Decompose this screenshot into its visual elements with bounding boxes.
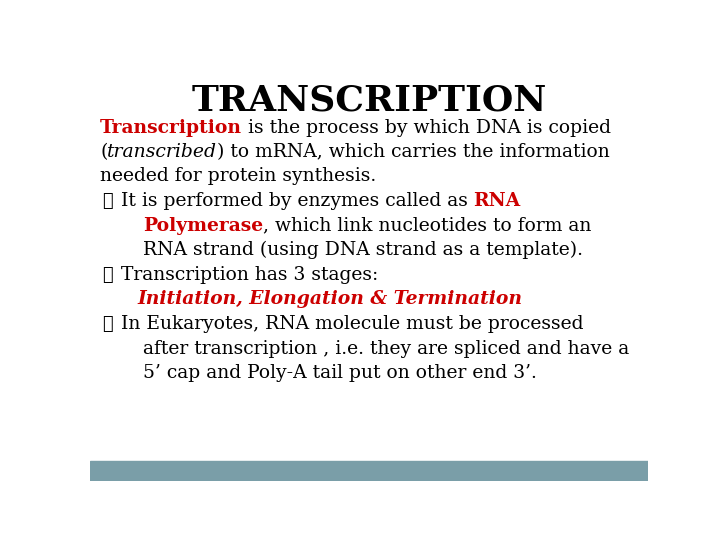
- Bar: [90, 461, 648, 481]
- Text: Polymerase: Polymerase: [143, 217, 263, 234]
- Text: 5’ cap and Poly-A tail put on other end 3’.: 5’ cap and Poly-A tail put on other end …: [143, 363, 537, 382]
- Text: ➢: ➢: [102, 315, 113, 333]
- Text: ➢: ➢: [102, 266, 113, 284]
- Text: Initiation, Elongation & Termination: Initiation, Elongation & Termination: [138, 290, 523, 308]
- Text: RNA strand (using DNA strand as a template).: RNA strand (using DNA strand as a templa…: [143, 241, 583, 259]
- Text: needed for protein synthesis.: needed for protein synthesis.: [100, 167, 377, 185]
- Text: ➢: ➢: [102, 192, 113, 211]
- Text: Transcription has 3 stages:: Transcription has 3 stages:: [121, 266, 378, 284]
- Text: (: (: [100, 143, 107, 161]
- Text: RNA: RNA: [474, 192, 521, 211]
- Text: It is performed by enzymes called as: It is performed by enzymes called as: [121, 192, 474, 211]
- Text: transcribed: transcribed: [107, 143, 217, 161]
- Text: ) to mRNA, which carries the information: ) to mRNA, which carries the information: [217, 143, 610, 161]
- Text: TRANSCRIPTION: TRANSCRIPTION: [192, 84, 546, 118]
- Text: , which link nucleotides to form an: , which link nucleotides to form an: [263, 217, 592, 234]
- Text: Transcription: Transcription: [100, 119, 242, 137]
- Text: after transcription , i.e. they are spliced and have a: after transcription , i.e. they are spli…: [143, 340, 629, 357]
- Text: is the process by which DNA is copied: is the process by which DNA is copied: [242, 119, 611, 137]
- Text: In Eukaryotes, RNA molecule must be processed: In Eukaryotes, RNA molecule must be proc…: [121, 315, 583, 333]
